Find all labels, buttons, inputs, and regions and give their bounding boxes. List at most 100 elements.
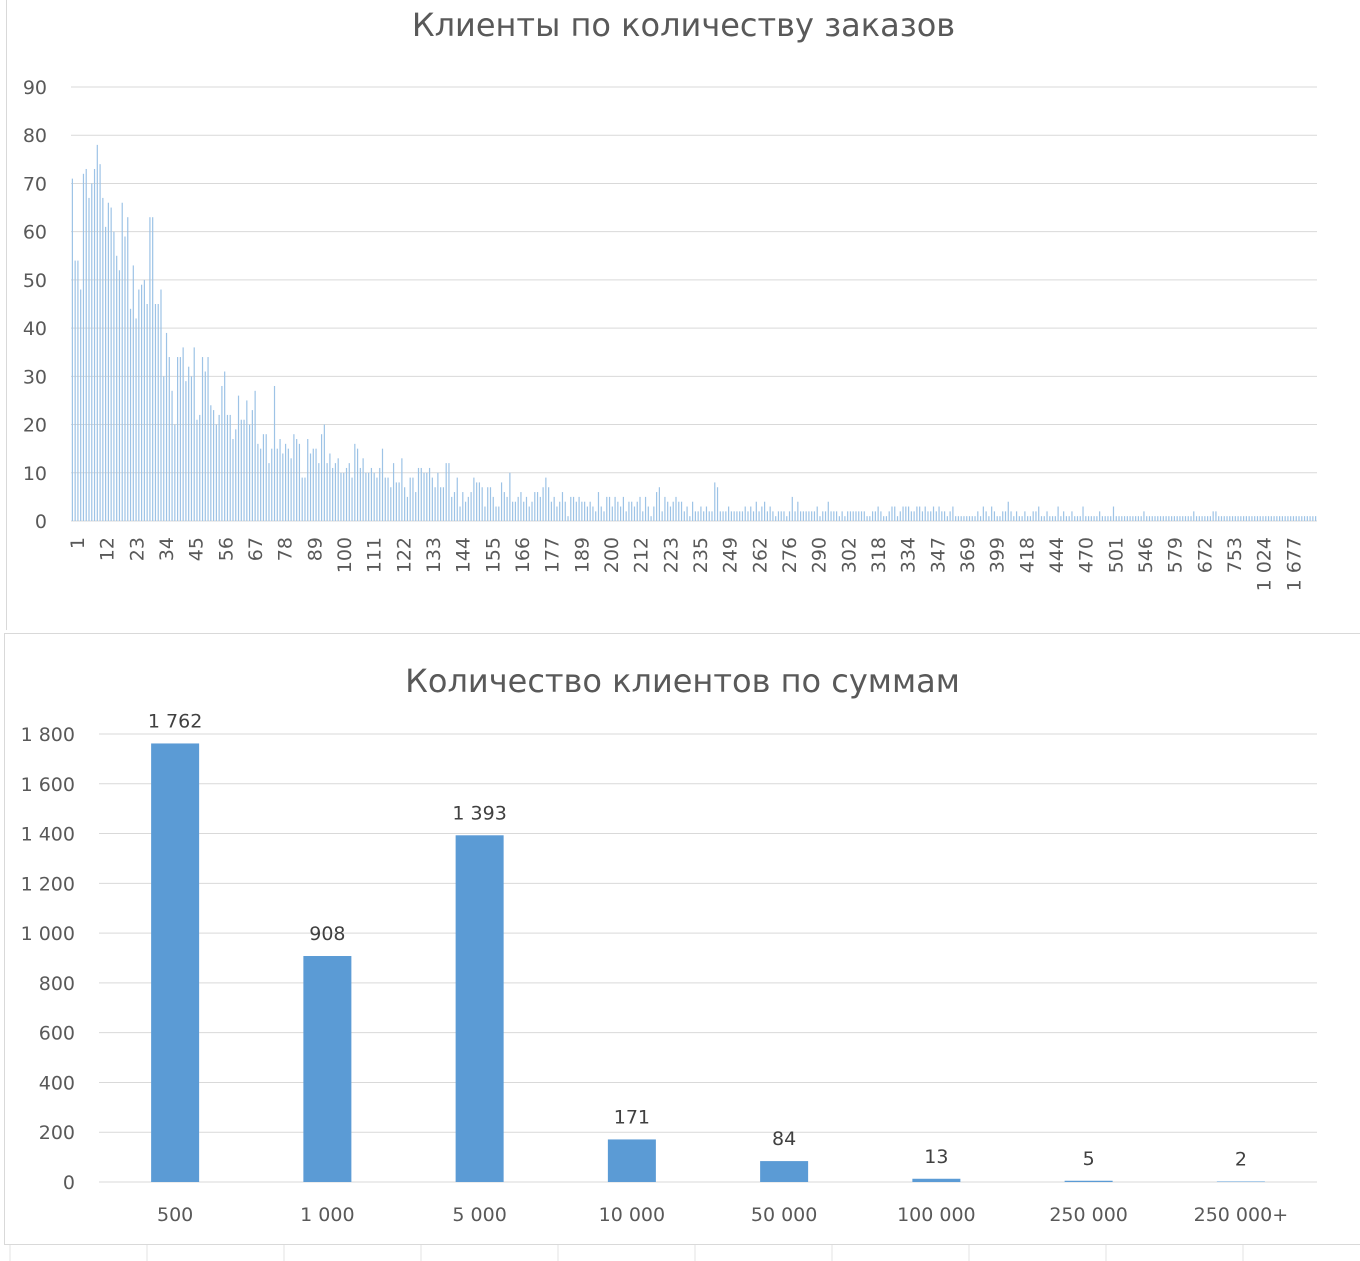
bar xyxy=(656,492,658,521)
data-label: 908 xyxy=(309,923,345,945)
bar xyxy=(567,516,569,521)
y-tick-label: 1 600 xyxy=(21,774,75,796)
bar xyxy=(974,516,976,521)
bar xyxy=(1159,516,1162,521)
x-tick-label: 100 000 xyxy=(897,1204,976,1226)
bar xyxy=(390,487,392,521)
bar xyxy=(949,511,951,521)
bar xyxy=(309,453,312,521)
bar xyxy=(595,511,597,521)
bar xyxy=(303,956,352,1182)
bar xyxy=(318,463,320,521)
bar xyxy=(177,357,179,521)
bar xyxy=(453,492,456,521)
bar xyxy=(636,501,638,521)
bar xyxy=(487,487,489,521)
amounts-chart-panel[interactable]: Количество клиентов по суммам 0 200 400 600… xyxy=(4,633,1360,1245)
y-tick-label: 80 xyxy=(23,125,47,147)
bar xyxy=(1234,516,1236,521)
bar xyxy=(1303,516,1306,521)
bar xyxy=(127,217,129,521)
bar xyxy=(243,419,245,521)
bar xyxy=(910,511,912,521)
y-tick-label: 70 xyxy=(23,173,47,195)
bar xyxy=(376,477,378,521)
bar xyxy=(132,265,134,521)
bar xyxy=(932,506,935,521)
bar xyxy=(489,487,492,521)
bar xyxy=(581,501,583,521)
bar xyxy=(1043,516,1045,521)
bar xyxy=(1287,516,1289,521)
bar xyxy=(725,511,727,521)
bar xyxy=(462,492,464,521)
bar xyxy=(168,357,170,521)
bar xyxy=(121,202,123,521)
bar xyxy=(869,516,871,521)
bar xyxy=(556,506,558,521)
bar xyxy=(1231,516,1234,521)
bar xyxy=(694,511,696,521)
bar xyxy=(224,371,226,521)
x-tick-label: 23 xyxy=(126,537,148,561)
bar xyxy=(1040,516,1043,521)
bar xyxy=(1204,516,1206,521)
bar xyxy=(323,424,325,521)
bar xyxy=(423,472,425,521)
bar xyxy=(1245,516,1247,521)
x-tick-label: 399 xyxy=(987,537,1009,573)
y-tick-label: 800 xyxy=(39,973,75,995)
bar xyxy=(260,448,262,521)
bar xyxy=(254,390,256,521)
bar xyxy=(1207,516,1209,521)
bar xyxy=(838,516,840,521)
x-tick-label: 89 xyxy=(304,537,326,561)
bar xyxy=(697,511,699,521)
bar xyxy=(124,236,126,521)
bar xyxy=(650,516,652,521)
bar xyxy=(116,255,118,521)
bar xyxy=(752,511,755,521)
bar xyxy=(824,511,827,521)
bar xyxy=(589,501,591,521)
bar xyxy=(207,357,209,521)
bar xyxy=(99,164,101,521)
bar xyxy=(1140,516,1142,521)
orders-chart-panel[interactable]: Клиенты по количеству заказов 0 10 20 30 40 5… xyxy=(6,0,1360,630)
bar xyxy=(894,506,896,521)
bar xyxy=(1301,516,1303,521)
x-tick-label: 501 xyxy=(1105,537,1127,573)
bar xyxy=(1184,516,1187,521)
bar xyxy=(445,463,447,521)
x-tick-label: 56 xyxy=(215,537,237,561)
bar xyxy=(1182,516,1184,521)
bar xyxy=(143,279,145,521)
bar xyxy=(437,472,439,521)
bar xyxy=(199,414,201,521)
bar xyxy=(1007,501,1009,521)
x-tick-label: 1 024 xyxy=(1254,537,1276,591)
bar xyxy=(326,463,328,521)
bar xyxy=(977,511,979,521)
bar xyxy=(1146,516,1148,521)
bar xyxy=(1021,516,1023,521)
bar xyxy=(800,511,802,521)
bar xyxy=(165,332,168,521)
bar xyxy=(935,511,937,521)
bar xyxy=(492,496,494,521)
bar xyxy=(642,511,644,521)
bar xyxy=(229,414,231,521)
bar xyxy=(1212,511,1214,521)
bar xyxy=(401,458,403,521)
bar xyxy=(631,501,633,521)
bar xyxy=(154,304,157,521)
data-label: 1 762 xyxy=(148,710,202,732)
bar xyxy=(545,477,547,521)
x-tick-label: 369 xyxy=(957,537,979,573)
bar xyxy=(877,506,879,521)
bar xyxy=(985,511,987,521)
y-tick-label: 1 800 xyxy=(21,724,75,746)
bar xyxy=(1259,516,1261,521)
bar xyxy=(888,511,890,521)
bar xyxy=(813,511,816,521)
